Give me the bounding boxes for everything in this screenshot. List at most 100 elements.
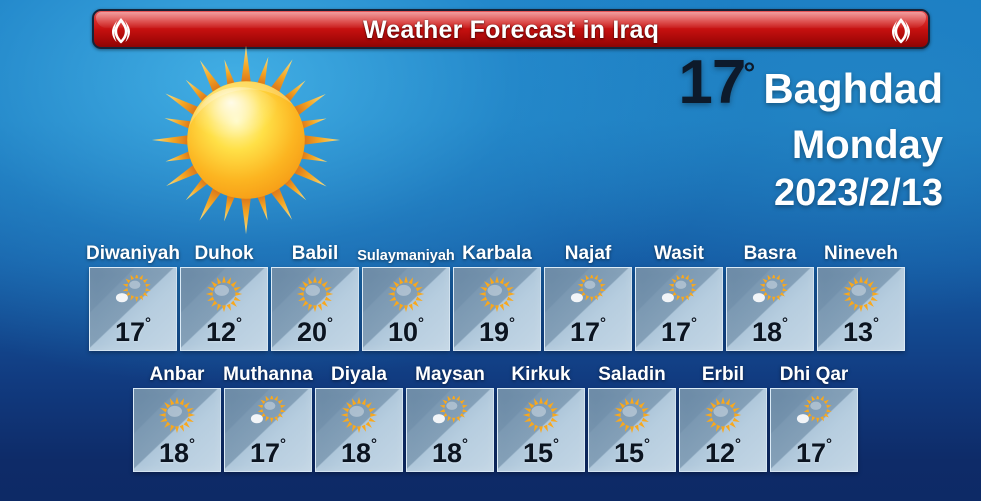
city-label: Babil — [291, 243, 339, 264]
tile-temp-value: 19 — [478, 317, 510, 347]
tile-temp-value: 17 — [795, 438, 827, 468]
weather-icon — [636, 272, 722, 316]
weather-tile[interactable]: 12° — [679, 388, 767, 472]
sun-icon — [387, 275, 425, 313]
sun-icon — [340, 396, 378, 434]
sun-behind-cloud-icon — [567, 275, 608, 311]
weather-tile[interactable]: 15° — [588, 388, 676, 472]
forecast-cell[interactable]: Wasit 17° — [635, 244, 723, 351]
forecast-cell[interactable]: Dhi Qar 17° — [770, 365, 858, 472]
weather-tile[interactable]: 17° — [770, 388, 858, 472]
hero-temperature: 17 — [678, 48, 746, 117]
weather-icon — [181, 272, 267, 316]
tile-temp-value: 18 — [751, 317, 783, 347]
tile-degree-symbol: ° — [280, 436, 287, 453]
tile-temperature: 17° — [225, 437, 311, 468]
sun-icon — [522, 396, 560, 434]
tile-temp-value: 12 — [704, 438, 736, 468]
tile-temperature: 18° — [134, 437, 220, 467]
weather-icon — [545, 272, 631, 316]
city-label: Wasit — [654, 243, 704, 264]
tile-temp-value: 17 — [249, 438, 281, 468]
weather-tile[interactable]: 12° — [180, 267, 268, 351]
forecast-row-1: Diwaniyah 17° Duhok — [86, 244, 905, 351]
weather-tile[interactable]: 18° — [726, 267, 814, 351]
weather-icon — [272, 272, 358, 316]
tile-temp-value: 18 — [340, 438, 372, 468]
forecast-cell[interactable]: Sulaymaniyah 10° — [357, 248, 455, 351]
weather-tile[interactable]: 17° — [544, 267, 632, 351]
weather-tile[interactable]: 18° — [133, 388, 221, 472]
weather-tile[interactable]: 18° — [315, 388, 403, 472]
sun-icon — [158, 396, 196, 434]
forecast-row-2: Anbar 18° Muthanna — [133, 365, 858, 472]
tile-temperature: 17° — [771, 437, 857, 468]
sun-icon — [205, 275, 243, 313]
forecast-cell[interactable]: Duhok 12° — [180, 244, 268, 351]
tile-temperature: 17° — [90, 316, 176, 347]
weather-icon — [407, 393, 493, 437]
tile-temperature: 15° — [589, 437, 675, 467]
forecast-cell[interactable]: Anbar 18° — [133, 365, 221, 472]
weather-tile[interactable]: 17° — [89, 267, 177, 351]
weather-icon — [680, 393, 766, 437]
sun-behind-cloud-icon — [749, 275, 790, 311]
forecast-cell[interactable]: Maysan 18° — [406, 365, 494, 472]
city-label: Nineveh — [824, 243, 898, 264]
hero-day-name: Monday — [791, 123, 943, 167]
hero-date: 2023/2/13 — [773, 172, 943, 214]
city-label: Saladin — [598, 364, 666, 385]
weather-icon — [771, 393, 857, 437]
forecast-cell[interactable]: Nineveh 13° — [817, 244, 905, 351]
hero-summary: 17° Baghdad Monday 2023/2/13 — [523, 52, 943, 214]
weather-tile[interactable]: 10° — [362, 267, 450, 351]
weather-tile[interactable]: 19° — [453, 267, 541, 351]
forecast-cell[interactable]: Muthanna 17° — [223, 365, 313, 472]
tile-degree-symbol: ° — [782, 315, 789, 332]
tile-temperature: 13° — [818, 316, 904, 346]
tile-degree-symbol: ° — [826, 436, 833, 453]
weather-tile[interactable]: 17° — [224, 388, 312, 472]
flame-logo-icon — [892, 18, 910, 44]
sun-behind-cloud-icon — [429, 396, 470, 432]
tile-degree-symbol: ° — [418, 315, 425, 332]
tile-degree-symbol: ° — [735, 436, 742, 453]
forecast-cell[interactable]: Najaf 17° — [544, 244, 632, 351]
city-label: Dhi Qar — [779, 364, 849, 385]
sun-icon — [842, 275, 880, 313]
hero-temp-city-row: 17° Baghdad — [523, 52, 943, 114]
sun-behind-cloud-icon — [793, 396, 834, 432]
weather-tile[interactable]: 18° — [406, 388, 494, 472]
tile-temp-value: 18 — [431, 438, 463, 468]
city-label: Maysan — [415, 364, 485, 385]
weather-icon — [589, 393, 675, 437]
forecast-cell[interactable]: Babil 20° — [271, 244, 359, 351]
forecast-cell[interactable]: Kirkuk 15° — [497, 365, 585, 472]
weather-tile[interactable]: 17° — [635, 267, 723, 351]
forecast-cell[interactable]: Erbil 12° — [679, 365, 767, 472]
weather-icon — [454, 272, 540, 316]
forecast-cell[interactable]: Saladin 15° — [588, 365, 676, 472]
sun-icon — [151, 45, 341, 235]
tile-temp-value: 17 — [114, 317, 146, 347]
forecast-cell[interactable]: Karbala 19° — [453, 244, 541, 351]
city-label: Muthanna — [223, 364, 313, 385]
city-label: Karbala — [462, 243, 532, 264]
forecast-cell[interactable]: Diyala 18° — [315, 365, 403, 472]
tile-degree-symbol: ° — [553, 436, 560, 453]
tile-degree-symbol: ° — [327, 315, 334, 332]
weather-tile[interactable]: 13° — [817, 267, 905, 351]
weather-tile[interactable]: 15° — [497, 388, 585, 472]
tile-degree-symbol: ° — [691, 315, 698, 332]
weather-icon — [90, 272, 176, 316]
tile-temp-value: 17 — [569, 317, 601, 347]
weather-tile[interactable]: 20° — [271, 267, 359, 351]
sun-behind-cloud-icon — [658, 275, 699, 311]
forecast-cell[interactable]: Diwaniyah 17° — [86, 244, 180, 351]
weather-icon — [363, 272, 449, 316]
header-bar: Weather Forecast in Iraq — [92, 9, 930, 49]
weather-icon — [134, 393, 220, 437]
tile-temperature: 19° — [454, 316, 540, 347]
forecast-cell[interactable]: Basra 18° — [726, 244, 814, 351]
